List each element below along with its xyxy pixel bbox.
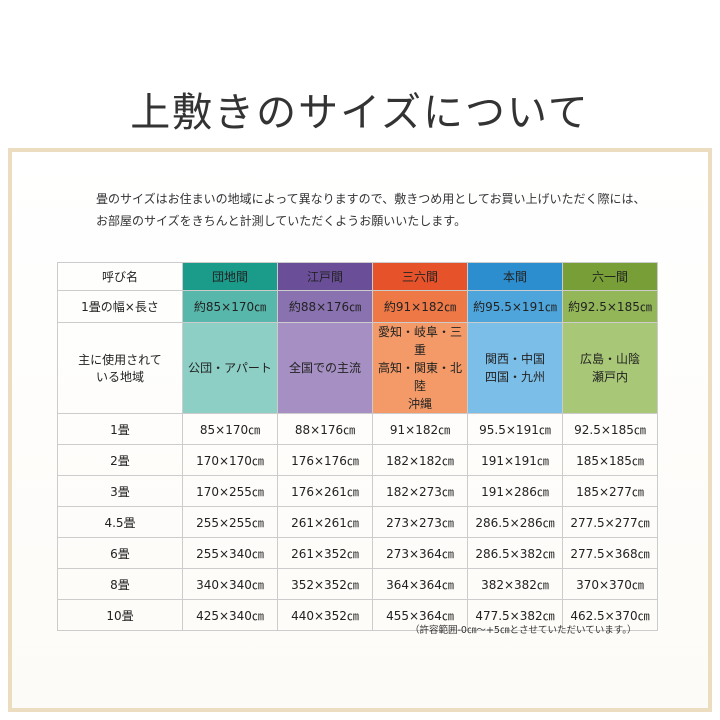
row-label: 6畳 (57, 537, 183, 569)
row-label: 8畳 (57, 568, 183, 600)
cell: 261×261㎝ (277, 506, 373, 538)
cell: 261×352㎝ (277, 537, 373, 569)
cell: 191×286㎝ (467, 475, 563, 507)
data-row: 10畳 425×340㎝ 440×352㎝ 455×364㎝ 477.5×382㎝ 462… (57, 599, 658, 631)
intro: 畳のサイズはお住まいの地域によって異なりますので、敷きつめ用としてお買い上げいた… (96, 188, 645, 232)
data-row: 6畳 255×340㎝ 261×352㎝ 273×364㎝ 286.5×382㎝ 277.… (57, 537, 658, 569)
column-size: 約95.5×191㎝ (467, 290, 563, 323)
cell: 85×170㎝ (182, 413, 278, 445)
region-row: 主に使用されて いる地域 公団・アパート 全国での主流 愛知・岐阜・三重 高知・関東・北陸… (57, 322, 658, 414)
row-label: 1畳の幅×長さ (57, 290, 183, 323)
cell: 176×261㎝ (277, 475, 373, 507)
row-label: 3畳 (57, 475, 183, 507)
cell: 462.5×370㎝ (562, 599, 658, 631)
column-region: 愛知・岐阜・三重 高知・関東・北陸沖縄 (372, 322, 468, 414)
region-line: 四国・九州 (484, 370, 545, 384)
column-region: 広島・山陰 瀬戸内 (562, 322, 658, 414)
region-line: 沖縄 (407, 397, 432, 411)
cell: 88×176㎝ (277, 413, 373, 445)
column-size: 約91×182㎝ (372, 290, 468, 323)
region-line: 広島・山陰 (579, 352, 640, 366)
cell: 170×170㎝ (182, 444, 278, 476)
data-row: 3畳 170×255㎝ 176×261㎝ 182×273㎝ 191×286㎝ 185×27… (57, 475, 658, 507)
cell: 185×277㎝ (562, 475, 658, 507)
column-size: 約85×170㎝ (182, 290, 278, 323)
cell: 370×370㎝ (562, 568, 658, 600)
cell: 182×273㎝ (372, 475, 468, 507)
label-line: 主に使用されて (78, 353, 162, 367)
region-line: 高知・関東・北陸 (377, 361, 462, 393)
cell: 273×273㎝ (372, 506, 468, 538)
note: （許容範囲-0㎝～+5㎝とさせていただいています。） (410, 625, 637, 636)
cell: 440×352㎝ (277, 599, 373, 631)
column-region: 関西・中国四国・九州 (467, 322, 563, 414)
cell: 340×340㎝ (182, 568, 278, 600)
column-size: 約92.5×185㎝ (562, 290, 658, 323)
cell: 92.5×185㎝ (562, 413, 658, 445)
cell: 364×364㎝ (372, 568, 468, 600)
row-label: 2畳 (57, 444, 183, 476)
row-label: 呼び名 (57, 262, 183, 291)
cell: 182×182㎝ (372, 444, 468, 476)
region-line: 公団・アパート (188, 361, 272, 375)
cell: 277.5×277㎝ (562, 506, 658, 538)
size-table: 呼び名 団地間 江戸間 三六間 本間 六一間 1畳の幅×長さ 約85×170㎝ 約88×176㎝… (57, 262, 658, 631)
cell: 176×176㎝ (277, 444, 373, 476)
cell: 273×364㎝ (372, 537, 468, 569)
region-line: 全国での主流 (288, 361, 361, 375)
column-region: 公団・アパート (182, 322, 278, 414)
cell: 191×191㎝ (467, 444, 563, 476)
column-name: 団地間 (182, 262, 278, 291)
intro-line: 畳のサイズはお住まいの地域によって異なりますので、敷きつめ用としてお買い上げいた… (96, 192, 646, 206)
row-label: 1畳 (57, 413, 183, 445)
column-size: 約88×176㎝ (277, 290, 373, 323)
column-region: 全国での主流 (277, 322, 373, 414)
cell: 286.5×382㎝ (467, 537, 563, 569)
cell: 277.5×368㎝ (562, 537, 658, 569)
header-row: 呼び名 団地間 江戸間 三六間 本間 六一間 (57, 262, 658, 291)
region-line: 愛知・岐阜・三重 (377, 325, 462, 357)
row-label: 10畳 (57, 599, 183, 631)
region-line: 瀬戸内 (591, 370, 628, 384)
column-name: 本間 (467, 262, 563, 291)
cell: 286.5×286㎝ (467, 506, 563, 538)
column-name: 三六間 (372, 262, 468, 291)
column-name: 六一間 (562, 262, 658, 291)
data-row: 1畳 85×170㎝ 88×176㎝ 91×182㎝ 95.5×191㎝ 92.5×185… (57, 413, 658, 445)
cell: 352×352㎝ (277, 568, 373, 600)
cell: 255×255㎝ (182, 506, 278, 538)
cell: 425×340㎝ (182, 599, 278, 631)
size-row: 1畳の幅×長さ 約85×170㎝ 約88×176㎝ 約91×182㎝ 約95.5×191… (57, 290, 658, 323)
row-label: 4.5畳 (57, 506, 183, 538)
cell: 255×340㎝ (182, 537, 278, 569)
data-row: 2畳 170×170㎝ 176×176㎝ 182×182㎝ 191×191㎝ 185×18… (57, 444, 658, 476)
column-name: 江戸間 (277, 262, 373, 291)
region-line: 関西・中国 (484, 352, 545, 366)
cell: 91×182㎝ (372, 413, 468, 445)
cell: 170×255㎝ (182, 475, 278, 507)
cell: 95.5×191㎝ (467, 413, 563, 445)
cell: 185×185㎝ (562, 444, 658, 476)
data-row: 8畳 340×340㎝ 352×352㎝ 364×364㎝ 382×382㎝ 370×37… (57, 568, 658, 600)
cell: 382×382㎝ (467, 568, 563, 600)
label-line: いる地域 (95, 370, 144, 384)
row-label: 主に使用されて いる地域 (57, 322, 183, 414)
title: 上敷きのサイズについて (130, 90, 590, 136)
intro-line: お部屋のサイズをきちんと計測していただくようお願いいたします。 (96, 214, 467, 228)
data-row: 4.5畳 255×255㎝ 261×261㎝ 273×273㎝ 286.5×286㎝ 27… (57, 506, 658, 538)
